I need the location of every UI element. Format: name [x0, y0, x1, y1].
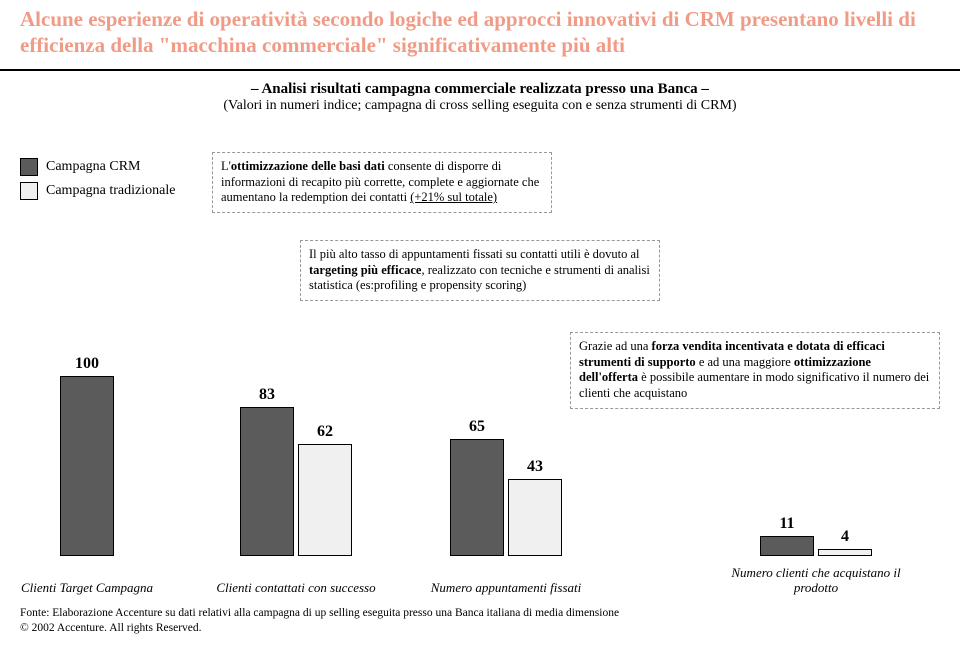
legend-swatch-trad [20, 182, 38, 200]
axis-category-label: Clienti contattati con successo [206, 581, 386, 596]
bar-value-label: 43 [509, 458, 561, 476]
bar-pair: 8362 [240, 407, 352, 556]
axis-category-label: Clienti Target Campagna [0, 581, 177, 596]
bar-value-label: 65 [451, 418, 503, 436]
callout-optimization: L'ottimizzazione delle basi dati consent… [212, 152, 552, 213]
bar-trad: 4 [818, 549, 872, 556]
bar-pair: 6543 [450, 439, 562, 556]
bar-value-label: 62 [299, 423, 351, 441]
bar-trad: 43 [508, 479, 562, 556]
legend-label-crm: Campagna CRM [46, 159, 141, 175]
bar-group: 6543Numero appuntamenti fissati [450, 439, 562, 556]
bar-group: 8362Clienti contattati con successo [240, 407, 352, 556]
bar-value-label: 11 [761, 515, 813, 533]
bar-crm: 83 [240, 407, 294, 556]
bar-crm: 11 [760, 536, 814, 556]
bar-crm: 65 [450, 439, 504, 556]
bar-pair: 100 [60, 376, 114, 556]
bar-crm: 100 [60, 376, 114, 556]
bar-trad: 62 [298, 444, 352, 556]
bar-chart: 100Clienti Target Campagna 8362Clienti co… [20, 332, 940, 592]
axis-category-label: Numero clienti che acquistano il prodott… [726, 566, 906, 596]
axis-category-label: Numero appuntamenti fissati [416, 581, 596, 596]
bar-value-label: 100 [61, 355, 113, 373]
subtitle-block: – Analisi risultati campagna commerciale… [0, 81, 960, 114]
subtitle-main: – Analisi risultati campagna commerciale… [40, 81, 920, 98]
bar-group: 100Clienti Target Campagna [60, 376, 114, 556]
legend-label-trad: Campagna tradizionale [46, 183, 175, 199]
source-footer: Fonte: Elaborazione Accenture su dati re… [20, 606, 619, 636]
source-line1: Fonte: Elaborazione Accenture su dati re… [20, 606, 619, 621]
chart-legend: Campagna CRM Campagna tradizionale [20, 158, 175, 206]
callout-targeting: Il più alto tasso di appuntamenti fissat… [300, 240, 660, 301]
bar-value-label: 83 [241, 386, 293, 404]
page-title-block: Alcune esperienze di operatività secondo… [0, 0, 960, 71]
bar-pair: 11 4 [760, 536, 872, 556]
legend-swatch-crm [20, 158, 38, 176]
legend-item-crm: Campagna CRM [20, 158, 175, 176]
legend-item-trad: Campagna tradizionale [20, 182, 175, 200]
source-line2: © 2002 Accenture. All rights Reserved. [20, 621, 619, 636]
subtitle-sub: (Valori in numeri indice; campagna di cr… [40, 98, 920, 114]
bar-value-label: 4 [819, 528, 871, 546]
page-title: Alcune esperienze di operatività secondo… [20, 6, 940, 59]
bar-group: 114Numero clienti che acquistano il prod… [760, 536, 872, 556]
